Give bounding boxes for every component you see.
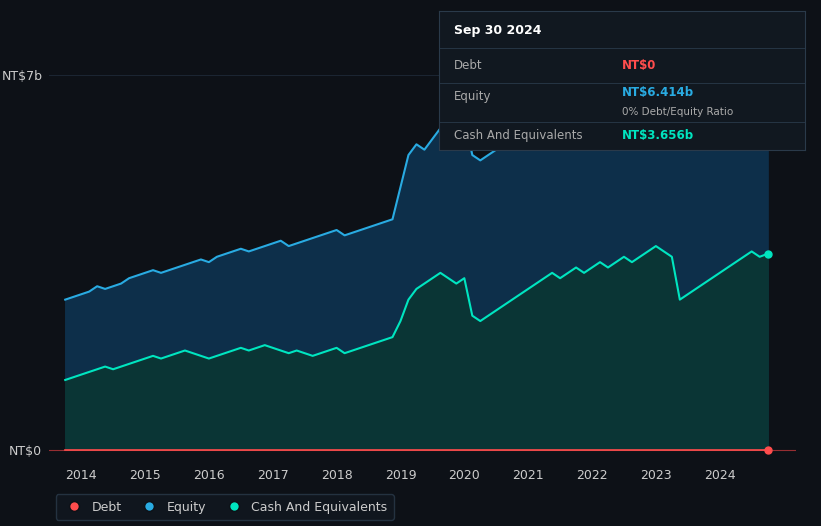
Text: Cash And Equivalents: Cash And Equivalents xyxy=(454,129,582,142)
Text: Sep 30 2024: Sep 30 2024 xyxy=(454,24,541,37)
Text: 0% Debt/Equity Ratio: 0% Debt/Equity Ratio xyxy=(622,107,733,117)
Legend: Debt, Equity, Cash And Equivalents: Debt, Equity, Cash And Equivalents xyxy=(56,494,394,520)
Text: NT$3.656b: NT$3.656b xyxy=(622,129,694,142)
Text: Equity: Equity xyxy=(454,90,491,104)
Text: Debt: Debt xyxy=(454,59,483,72)
Text: NT$0: NT$0 xyxy=(622,59,656,72)
Text: NT$6.414b: NT$6.414b xyxy=(622,86,694,98)
